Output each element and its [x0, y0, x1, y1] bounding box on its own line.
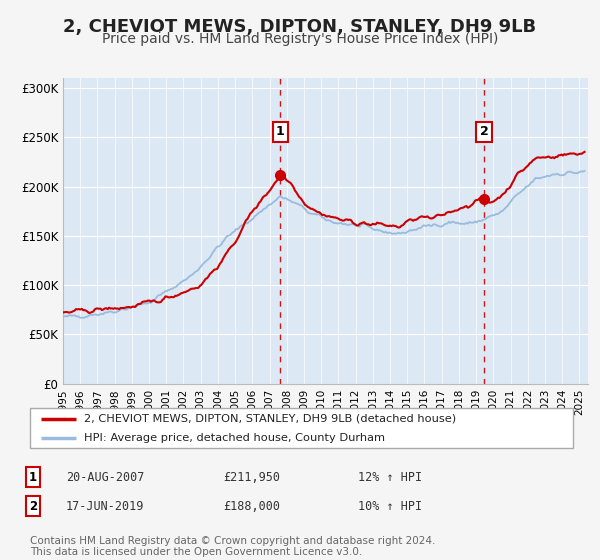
- Text: 1: 1: [29, 470, 37, 484]
- FancyBboxPatch shape: [30, 408, 573, 448]
- Text: 20-AUG-2007: 20-AUG-2007: [66, 470, 144, 484]
- Text: £188,000: £188,000: [223, 500, 281, 513]
- Text: £211,950: £211,950: [223, 470, 281, 484]
- Text: 10% ↑ HPI: 10% ↑ HPI: [358, 500, 422, 513]
- Text: 17-JUN-2019: 17-JUN-2019: [66, 500, 144, 513]
- Text: Price paid vs. HM Land Registry's House Price Index (HPI): Price paid vs. HM Land Registry's House …: [102, 32, 498, 46]
- Text: HPI: Average price, detached house, County Durham: HPI: Average price, detached house, Coun…: [85, 433, 385, 443]
- Text: Contains HM Land Registry data © Crown copyright and database right 2024.
This d: Contains HM Land Registry data © Crown c…: [30, 535, 436, 557]
- Text: 2: 2: [479, 125, 488, 138]
- Text: 1: 1: [276, 125, 285, 138]
- Text: 2, CHEVIOT MEWS, DIPTON, STANLEY, DH9 9LB (detached house): 2, CHEVIOT MEWS, DIPTON, STANLEY, DH9 9L…: [85, 414, 457, 424]
- Text: 2: 2: [29, 500, 37, 513]
- Text: 2, CHEVIOT MEWS, DIPTON, STANLEY, DH9 9LB: 2, CHEVIOT MEWS, DIPTON, STANLEY, DH9 9L…: [64, 18, 536, 36]
- Text: 12% ↑ HPI: 12% ↑ HPI: [358, 470, 422, 484]
